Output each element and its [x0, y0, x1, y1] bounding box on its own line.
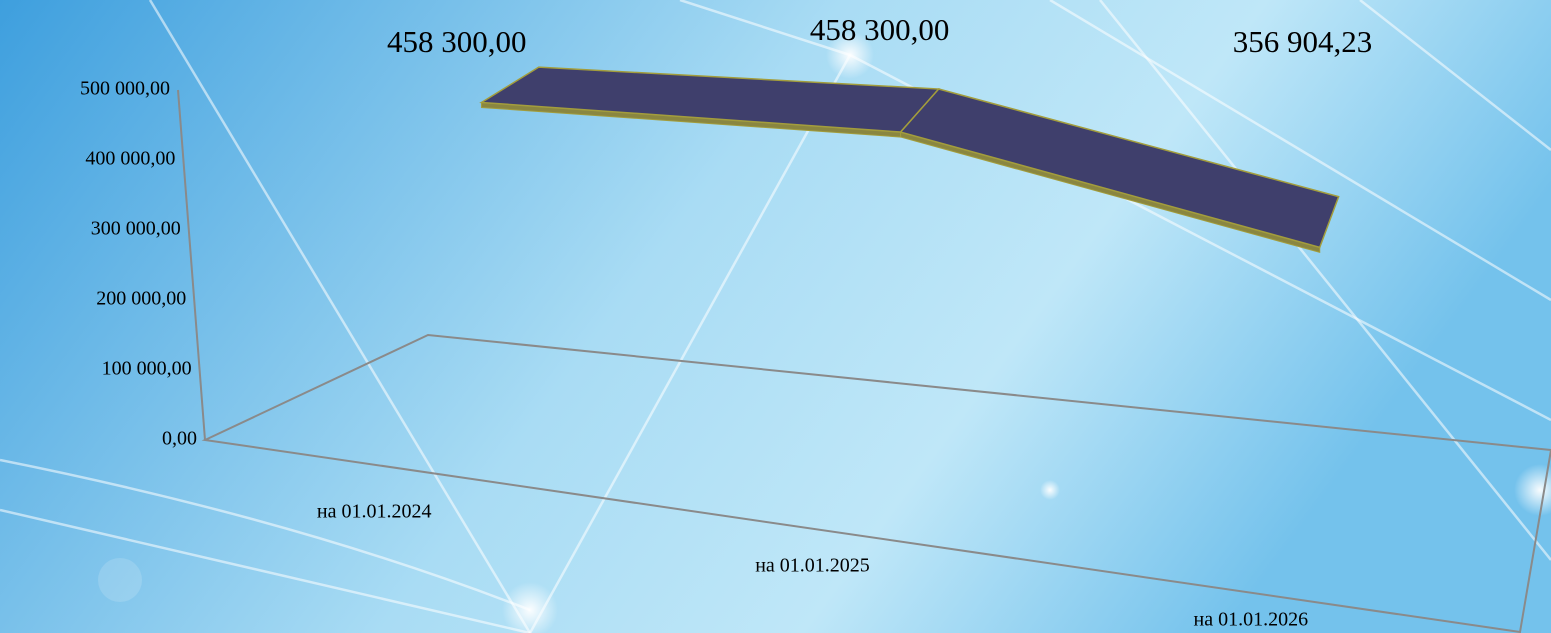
floor — [201, 333, 1551, 633]
x-tick-label: на 01.01.2026 — [1194, 609, 1309, 631]
data-label: 458 300,00 — [810, 12, 950, 47]
y-tick-label: 100 000,00 — [102, 358, 192, 380]
y-tick-label: 400 000,00 — [85, 148, 175, 170]
y-tick-label: 500 000,00 — [80, 78, 170, 100]
decor-glow — [502, 582, 558, 633]
x-tick-label: на 01.01.2025 — [755, 555, 870, 577]
data-label: 356 904,23 — [1233, 24, 1373, 59]
decor-glow — [98, 558, 142, 602]
y-axis — [177, 89, 206, 441]
decor-glow — [1040, 480, 1060, 500]
ribbon-segment — [899, 88, 1340, 249]
y-tick-label: 300 000,00 — [91, 218, 181, 240]
decor-glow — [826, 31, 874, 79]
x-tick-label: на 01.01.2024 — [317, 501, 432, 523]
y-tick-label: 0,00 — [162, 428, 197, 450]
y-tick-label: 200 000,00 — [96, 288, 186, 310]
data-label: 458 300,00 — [387, 24, 527, 59]
